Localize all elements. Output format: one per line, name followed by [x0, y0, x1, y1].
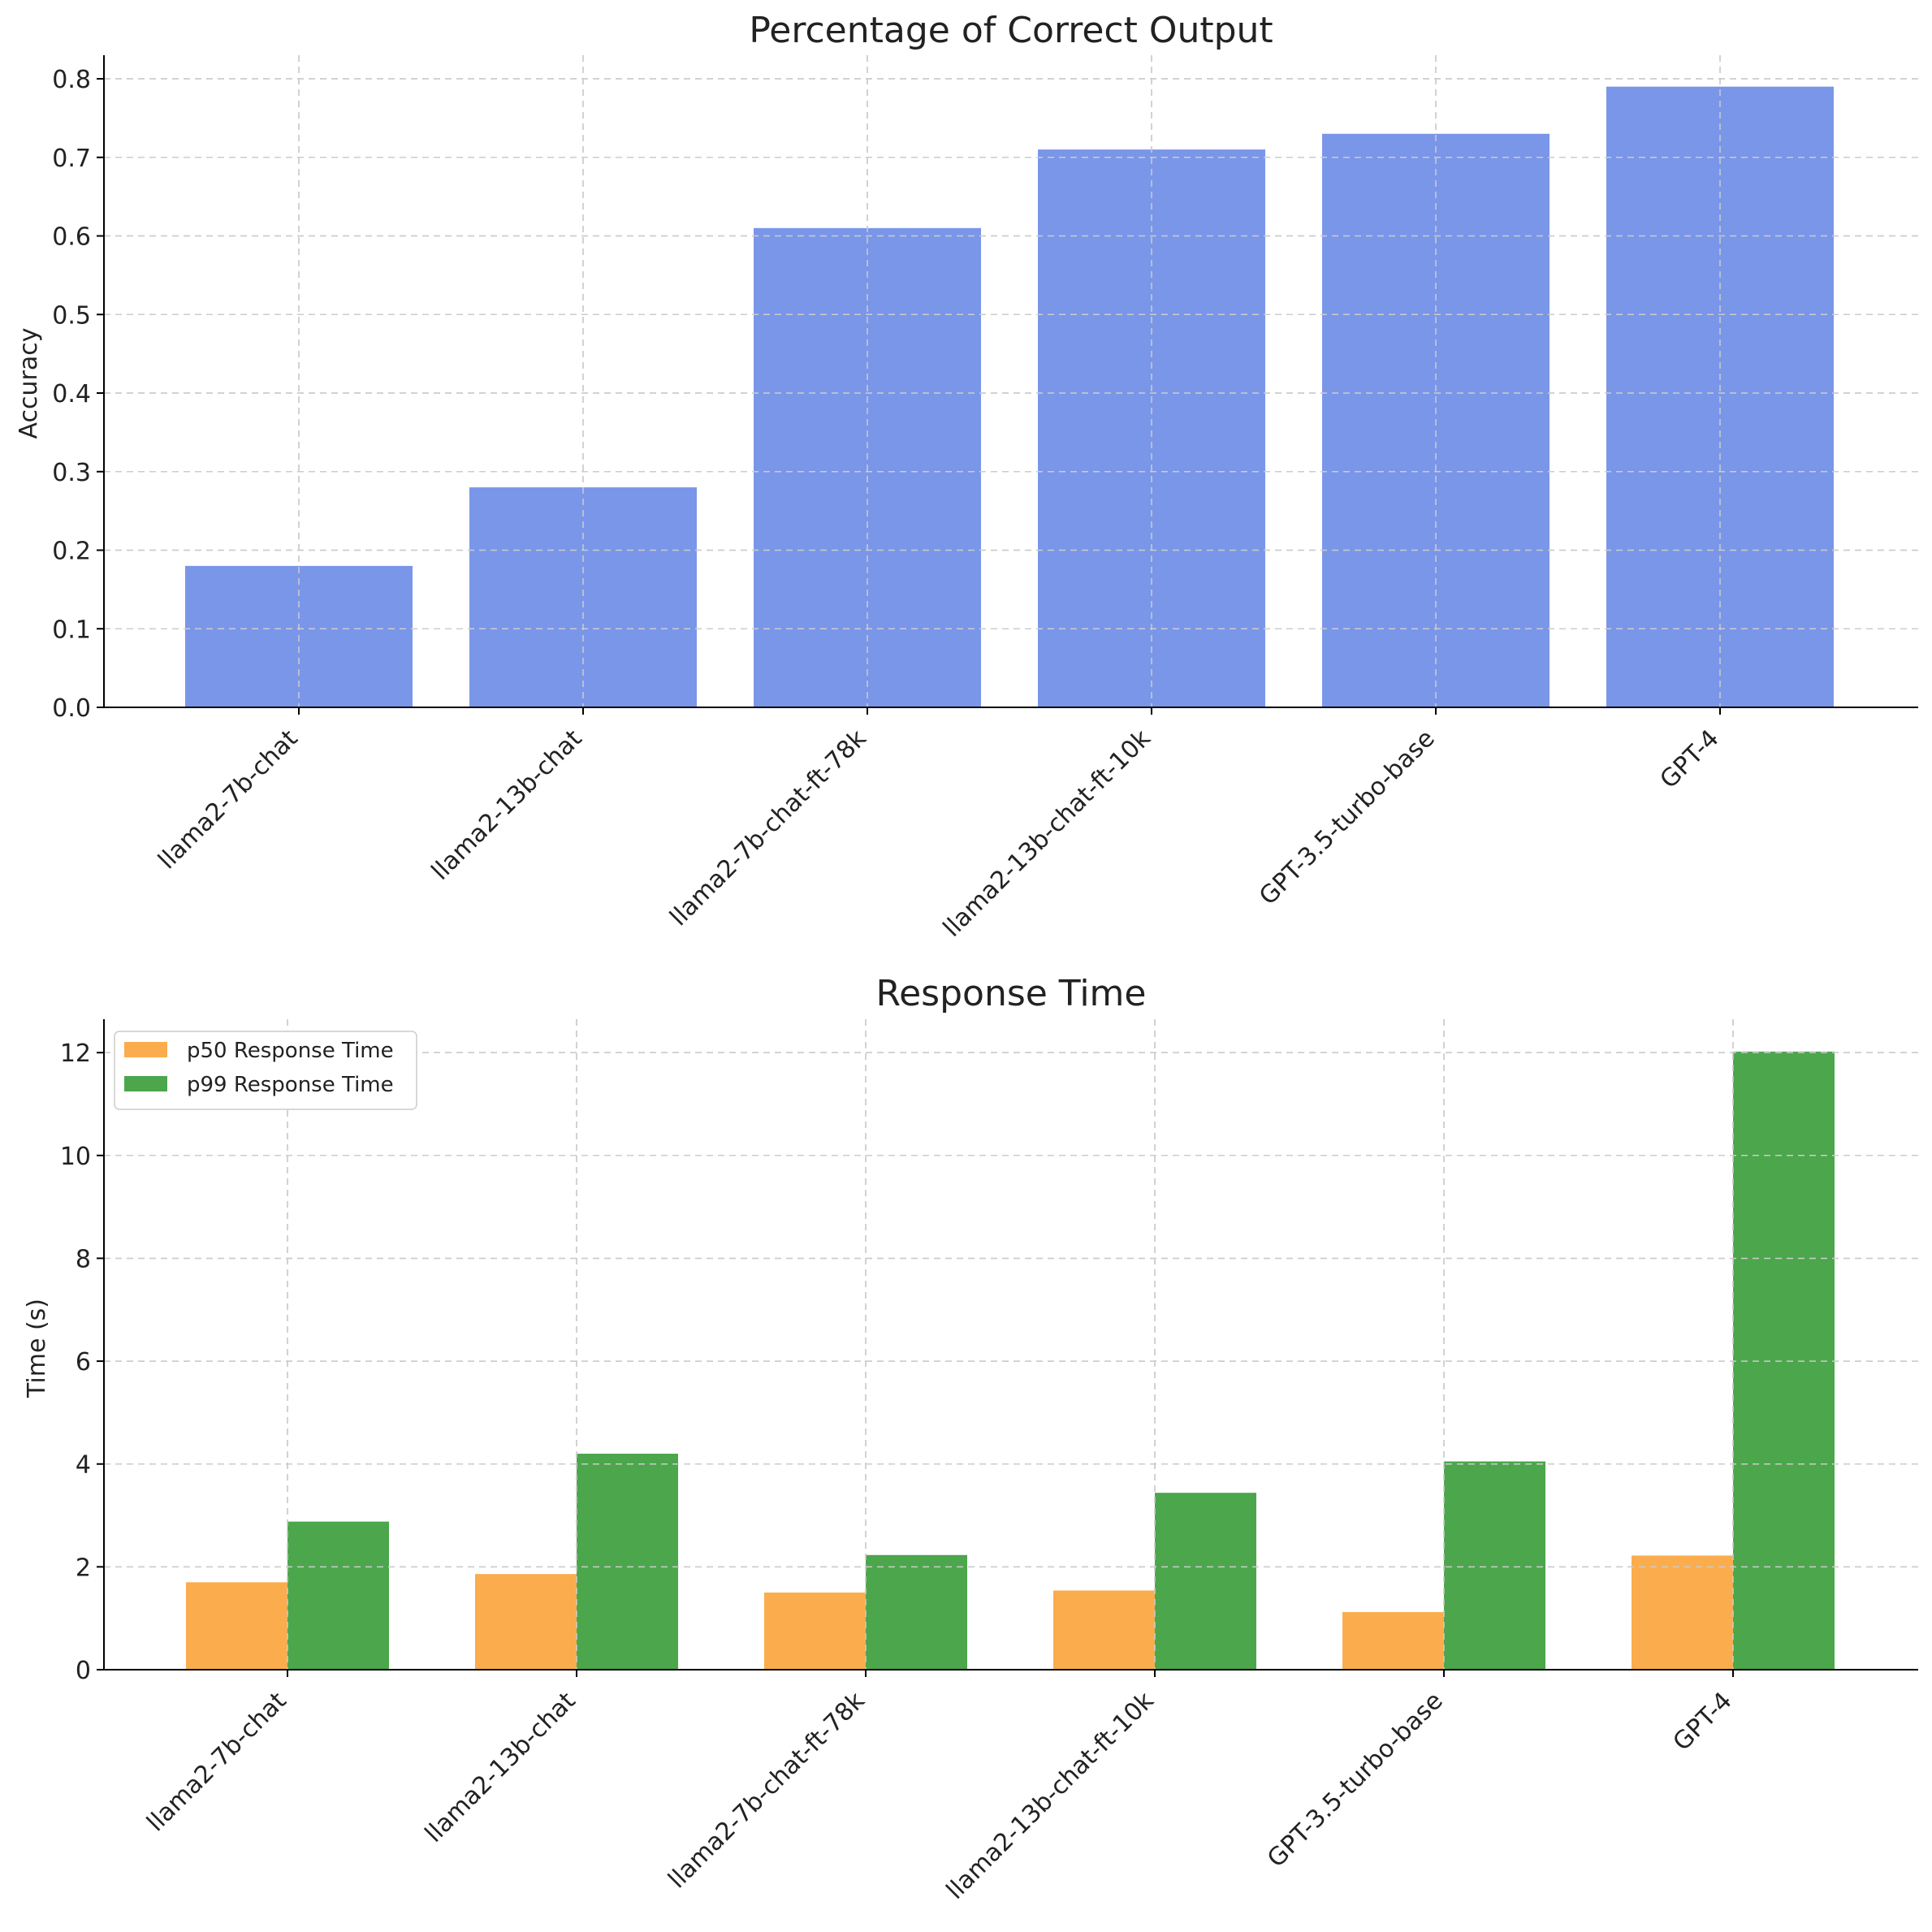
accuracy-bar-3 — [1038, 149, 1265, 708]
response-time-bar-p50-2 — [764, 1593, 866, 1670]
response-time-bar-p99-2 — [866, 1554, 967, 1670]
accuracy-x-tick-label: llama2-13b-chat — [426, 724, 588, 886]
accuracy-y-tick-label: 0.1 — [52, 616, 91, 644]
response-time-bar-p50-3 — [1053, 1590, 1155, 1670]
response-time-x-tick-label: llama2-13b-chat — [420, 1687, 581, 1848]
accuracy-x-tick-labels: llama2-7b-chat llama2-13b-chat llama2-7b-c… — [153, 707, 1725, 943]
legend-swatch-p99 — [124, 1076, 167, 1091]
response-time-bar-p50-5 — [1632, 1555, 1733, 1670]
response-time-grid-overlay — [104, 1019, 1918, 1670]
accuracy-x-tick-label: GPT-3.5-turbo-base — [1254, 724, 1441, 911]
accuracy-y-tick-label: 0.8 — [52, 66, 91, 94]
response-time-x-tick-label: GPT-3.5-turbo-base — [1262, 1687, 1449, 1874]
accuracy-y-tick-label: 0.7 — [52, 145, 91, 173]
legend-label-p99: p99 Response Time — [187, 1073, 394, 1097]
accuracy-y-tick-label: 0.3 — [52, 459, 91, 487]
accuracy-y-axis-label: Accuracy — [15, 328, 43, 439]
response-time-bar-p99-3 — [1155, 1493, 1256, 1670]
accuracy-x-tick-label: llama2-7b-chat — [153, 724, 304, 875]
response-time-legend: p50 Response Time p99 Response Time — [114, 1031, 417, 1110]
response-time-x-tick-label: GPT-4 — [1668, 1687, 1738, 1757]
legend-frame — [114, 1031, 417, 1110]
accuracy-bars — [104, 55, 1918, 708]
accuracy-y-tick-label: 0.0 — [52, 694, 91, 723]
accuracy-y-tick-label: 0.6 — [52, 223, 91, 252]
response-time-y-tick-label: 10 — [60, 1143, 91, 1171]
response-time-bar-p99-1 — [577, 1454, 678, 1670]
response-time-bar-p50-0 — [186, 1582, 287, 1670]
accuracy-chart-title: Percentage of Correct Output — [749, 10, 1273, 51]
response-time-y-tick-label: 8 — [76, 1245, 91, 1273]
accuracy-y-tick-label: 0.2 — [52, 538, 91, 566]
response-time-bars — [104, 1019, 1918, 1670]
legend-label-p50: p50 Response Time — [187, 1039, 394, 1063]
response-time-y-tick-label: 2 — [76, 1554, 91, 1582]
legend-swatch-p50 — [124, 1042, 167, 1057]
response-time-chart: Response Time Time (s) 0 2 4 6 8 10 12 llama2-… — [23, 973, 1918, 1905]
response-time-bar-p50-1 — [475, 1574, 577, 1670]
response-time-y-ticks: 0 2 4 6 8 10 12 — [60, 1039, 104, 1685]
response-time-bar-p50-4 — [1342, 1612, 1444, 1670]
response-time-x-tick-label: llama2-7b-chat-ft-78k — [663, 1686, 871, 1894]
accuracy-chart: Percentage of Correct Output Accuracy 0.… — [15, 10, 1918, 943]
accuracy-grid-overlay — [104, 55, 1918, 707]
accuracy-x-tick-label: llama2-13b-chat-ft-10k — [938, 724, 1156, 942]
response-time-y-tick-label: 0 — [76, 1657, 91, 1685]
response-time-x-tick-label: llama2-7b-chat — [141, 1687, 292, 1838]
accuracy-y-tick-label: 0.5 — [52, 301, 91, 330]
response-time-y-tick-label: 12 — [60, 1039, 91, 1068]
response-time-chart-title: Response Time — [876, 973, 1147, 1014]
response-time-y-axis-label: Time (s) — [23, 1299, 51, 1398]
accuracy-x-tick-label: llama2-7b-chat-ft-78k — [664, 724, 872, 931]
accuracy-x-tick-label: GPT-4 — [1655, 724, 1725, 794]
accuracy-y-ticks: 0.0 0.1 0.2 0.3 0.4 0.5 0.6 0.7 0.8 — [52, 66, 104, 723]
response-time-x-tick-labels: llama2-7b-chat llama2-13b-chat llama2-7b-c… — [141, 1670, 1738, 1905]
response-time-bar-p99-0 — [287, 1521, 389, 1670]
response-time-y-tick-label: 6 — [76, 1348, 91, 1377]
response-time-bar-p99-5 — [1733, 1051, 1835, 1670]
response-time-bar-p99-4 — [1444, 1461, 1545, 1670]
response-time-y-tick-label: 4 — [76, 1451, 91, 1480]
accuracy-y-tick-label: 0.4 — [52, 380, 91, 408]
response-time-x-tick-label: llama2-13b-chat-ft-10k — [941, 1686, 1160, 1904]
